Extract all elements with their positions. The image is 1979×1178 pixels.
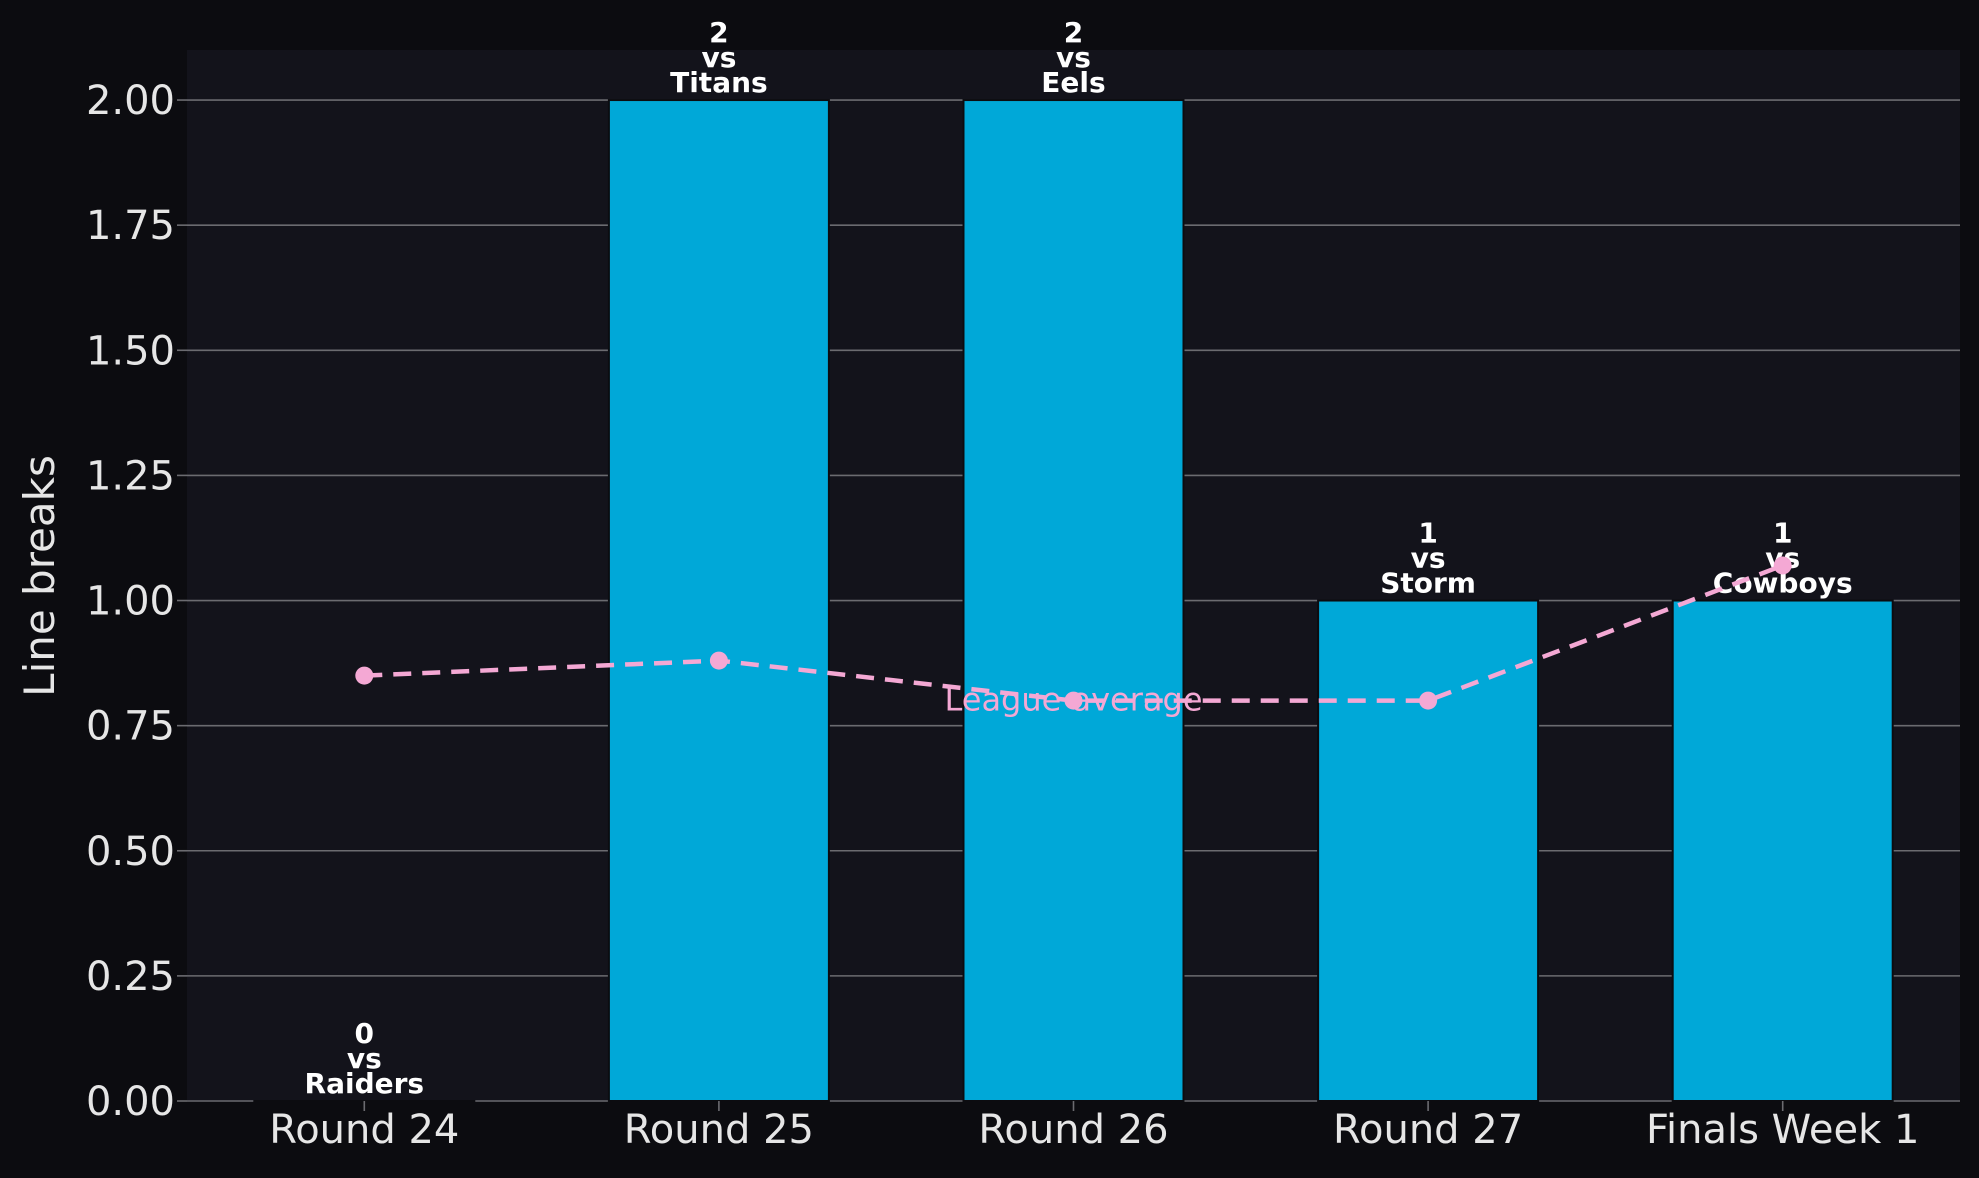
x-tick-label: Finals Week 1 xyxy=(1646,1107,1920,1153)
bar xyxy=(962,99,1185,1103)
bar xyxy=(1317,599,1540,1102)
bar-label: Eels xyxy=(1041,66,1105,99)
bar-label: Raiders xyxy=(305,1067,425,1100)
x-tick-label: Round 24 xyxy=(269,1107,459,1153)
y-tick-label: 2.00 xyxy=(86,78,175,124)
y-tick-label: 1.50 xyxy=(86,328,175,374)
bar-label: vs xyxy=(1056,41,1091,74)
league-average-point xyxy=(1419,691,1438,710)
league-average-point xyxy=(355,666,374,685)
bar-label: Storm xyxy=(1380,567,1476,600)
y-tick-label: 0.50 xyxy=(86,829,175,875)
bar-label: 1 xyxy=(1418,517,1437,550)
y-tick-label: 0.00 xyxy=(86,1079,175,1125)
bar-label: 2 xyxy=(709,16,728,49)
bar-label: 1 xyxy=(1773,517,1792,550)
y-axis-ticks: 0.00 0.25 0.50 0.75 1.00 1.25 1.50 1.75 2.00 xyxy=(86,78,187,1125)
bar-label: Titans xyxy=(670,66,768,99)
bar-label: vs xyxy=(347,1042,382,1075)
x-tick-label: Round 27 xyxy=(1333,1107,1523,1153)
league-average-line xyxy=(355,556,1792,710)
bar-label: vs xyxy=(1411,542,1446,575)
league-average-point xyxy=(1064,691,1083,710)
y-tick-label: 1.00 xyxy=(86,579,175,625)
y-tick-label: 1.75 xyxy=(86,203,175,249)
y-tick-label: 0.75 xyxy=(86,704,175,750)
annotation-label: League average xyxy=(944,681,1202,719)
annotations: League average xyxy=(944,681,1202,719)
bar-label: vs xyxy=(701,41,736,74)
x-tick-label: Round 26 xyxy=(978,1107,1168,1153)
x-axis-ticks: Round 24 Round 25 Round 26 Round 27 Finals W… xyxy=(269,1101,1919,1153)
bar-label: 0 xyxy=(355,1017,374,1050)
y-axis-label: Line breaks xyxy=(15,455,64,697)
bar xyxy=(1671,599,1894,1102)
league-average-point xyxy=(709,651,728,670)
league-average-point xyxy=(1773,556,1792,575)
bars xyxy=(253,99,1894,1103)
bar-label: 2 xyxy=(1064,16,1083,49)
bar-labels: 0vsRaiders2vsTitans2vsEels1vsStorm1vsCow… xyxy=(305,16,1853,1100)
y-tick-label: 1.25 xyxy=(86,453,175,499)
x-tick-label: Round 25 xyxy=(624,1107,814,1153)
y-tick-label: 0.25 xyxy=(86,954,175,1000)
bar xyxy=(607,99,830,1103)
